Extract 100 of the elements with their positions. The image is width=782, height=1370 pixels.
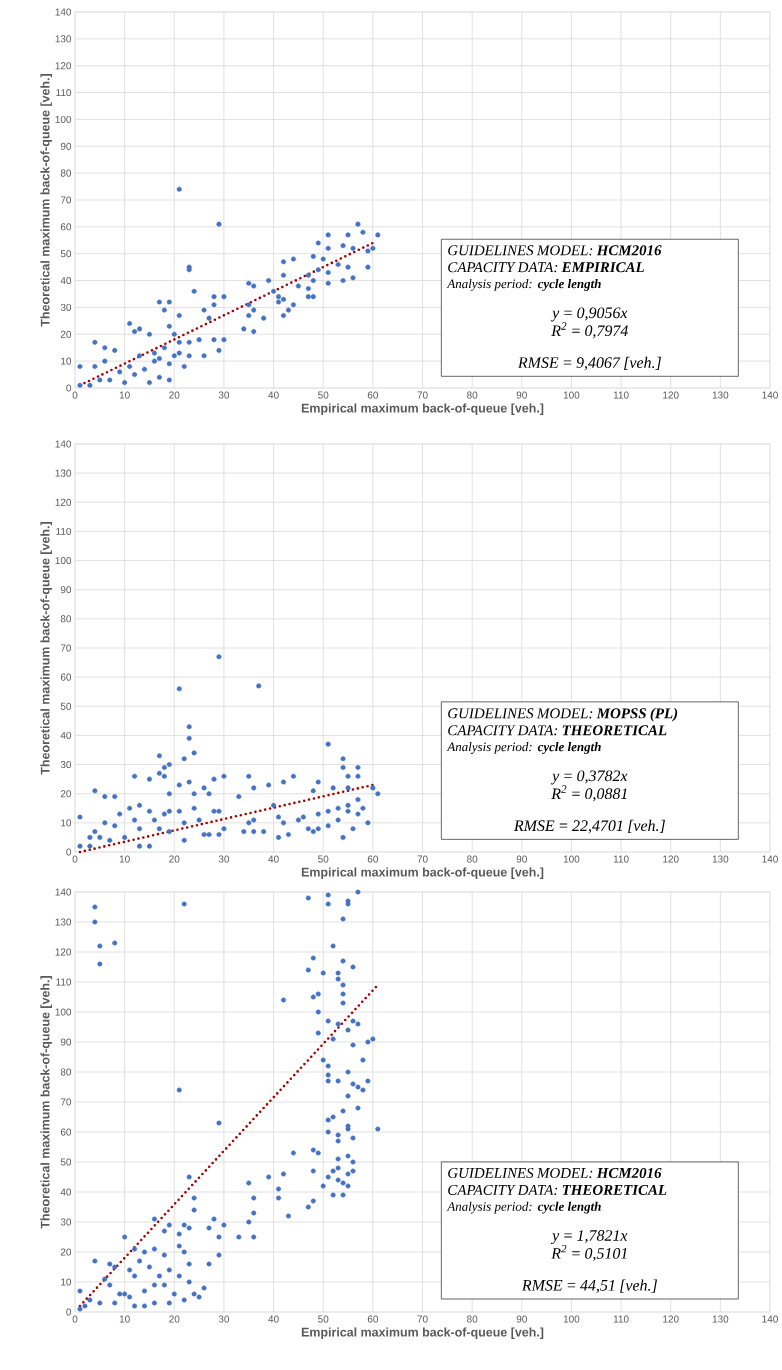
x-tick-label: 20 bbox=[169, 391, 180, 399]
x-tick-label: 10 bbox=[120, 391, 130, 399]
y-tick-label: 110 bbox=[56, 978, 72, 986]
x-tick-label: 50 bbox=[318, 1315, 329, 1323]
x-tick-label: 20 bbox=[169, 855, 180, 863]
annotation: CAPACITY DATA: THEORETICAL bbox=[448, 1184, 667, 1196]
y-tick-label: 30 bbox=[60, 1218, 72, 1226]
y-tick-label: 100 bbox=[55, 115, 72, 123]
x-tick-label: 60 bbox=[368, 855, 379, 863]
x-tick-label: 100 bbox=[564, 855, 580, 863]
annotation: R$^{2}$ = 0,5101 bbox=[551, 1244, 627, 1262]
annotation: RMSE = 22,4701 [veh.] bbox=[514, 819, 666, 834]
x-tick-label: 130 bbox=[713, 1315, 729, 1323]
y-tick-label: 90 bbox=[61, 142, 72, 150]
y-tick-label: 40 bbox=[60, 731, 72, 739]
y-tick-label: 140 bbox=[55, 888, 72, 896]
x-axis-title: Empirical maximum back-of-queue [veh.] bbox=[302, 1327, 544, 1340]
y-tick-label: 20 bbox=[61, 790, 72, 798]
x-tick-label: 0 bbox=[72, 855, 78, 863]
y-tick-label: 20 bbox=[61, 1248, 72, 1256]
x-tick-label: 10 bbox=[120, 855, 130, 863]
y-tick-label: 130 bbox=[55, 35, 72, 43]
y-tick-label: 10 bbox=[61, 357, 72, 365]
y-tick-label: 50 bbox=[60, 250, 72, 258]
y-tick-label: 40 bbox=[60, 1188, 72, 1196]
x-tick-label: 40 bbox=[268, 855, 279, 863]
x-tick-label: 50 bbox=[318, 855, 329, 863]
x-tick-label: 110 bbox=[614, 1315, 629, 1323]
y-tick-label: 50 bbox=[60, 1158, 72, 1166]
x-tick-label: 30 bbox=[218, 855, 230, 863]
x-tick-label: 130 bbox=[713, 391, 729, 399]
x-tick-label: 100 bbox=[564, 391, 580, 399]
y-tick-label: 60 bbox=[61, 673, 72, 681]
annotation: GUIDELINES MODEL: HCM2016 bbox=[448, 1167, 662, 1179]
x-tick-label: 60 bbox=[368, 1315, 379, 1323]
annotation: R$^{2}$ = 0,7974 bbox=[551, 322, 629, 339]
y-tick-label: 90 bbox=[61, 586, 72, 594]
x-tick-label: 110 bbox=[614, 855, 629, 863]
annotation: GUIDELINES MODEL: HCM2016 bbox=[448, 245, 662, 256]
annotation: y = 0,9056x bbox=[550, 307, 628, 322]
annotation: RMSE = 44,51 [veh.] bbox=[522, 1279, 658, 1293]
y-tick-label: 30 bbox=[60, 761, 72, 769]
x-tick-label: 140 bbox=[762, 855, 779, 863]
annotation: RMSE = 9,4067 [veh.] bbox=[518, 356, 662, 371]
y-tick-label: 110 bbox=[56, 527, 72, 535]
x-tick-label: 50 bbox=[318, 391, 329, 399]
x-tick-label: 20 bbox=[169, 1315, 180, 1323]
y-tick-label: 140 bbox=[55, 440, 72, 448]
x-tick-label: 70 bbox=[417, 1315, 428, 1323]
annotation: R$^{2}$ = 0,0881 bbox=[551, 785, 627, 802]
annotation: CAPACITY DATA: EMPIRICAL bbox=[448, 262, 645, 273]
y-axis-title: Theoretical maximum back-of-queue [veh.] bbox=[40, 74, 53, 327]
y-tick-label: 80 bbox=[61, 1068, 72, 1076]
x-tick-label: 10 bbox=[120, 1315, 130, 1323]
x-tick-label: 90 bbox=[516, 391, 528, 399]
y-tick-label: 90 bbox=[61, 1038, 72, 1046]
y-tick-label: 20 bbox=[61, 330, 72, 338]
x-tick-label: 80 bbox=[467, 1315, 478, 1323]
y-tick-label: 130 bbox=[55, 918, 72, 926]
x-tick-label: 60 bbox=[368, 391, 379, 399]
x-tick-label: 0 bbox=[72, 1315, 78, 1323]
x-tick-label: 90 bbox=[516, 855, 528, 863]
y-tick-label: 0 bbox=[66, 848, 72, 856]
x-axis-title: Empirical maximum back-of-queue [veh.] bbox=[302, 403, 544, 416]
y-tick-label: 80 bbox=[61, 169, 72, 177]
x-tick-label: 120 bbox=[663, 1315, 679, 1323]
x-tick-label: 30 bbox=[218, 391, 230, 399]
x-tick-label: 0 bbox=[72, 391, 78, 399]
y-axis-title: Theoretical maximum back-of-queue [veh.] bbox=[40, 522, 53, 775]
annotation: Analysis period: cycle length bbox=[446, 742, 601, 754]
y-tick-label: 100 bbox=[55, 1008, 72, 1016]
y-tick-label: 120 bbox=[55, 948, 72, 956]
y-tick-label: 0 bbox=[66, 1308, 72, 1316]
x-tick-label: 140 bbox=[762, 1315, 779, 1323]
x-tick-label: 140 bbox=[762, 391, 779, 399]
annotation: y = 1,7821x bbox=[550, 1230, 628, 1245]
y-tick-label: 110 bbox=[56, 89, 72, 97]
y-tick-label: 60 bbox=[61, 223, 72, 231]
annotation: y = 0,3782x bbox=[550, 770, 628, 785]
y-tick-label: 80 bbox=[61, 615, 72, 623]
x-tick-label: 120 bbox=[663, 855, 679, 863]
x-tick-label: 30 bbox=[218, 1315, 230, 1323]
annotation: GUIDELINES MODEL: MOPSS (PL) bbox=[448, 707, 678, 722]
y-tick-label: 70 bbox=[61, 644, 72, 652]
annotation: Analysis period: cycle length bbox=[446, 279, 601, 291]
x-tick-label: 40 bbox=[268, 1315, 279, 1323]
y-tick-label: 70 bbox=[61, 1098, 72, 1106]
y-tick-label: 10 bbox=[61, 1278, 72, 1286]
y-tick-label: 100 bbox=[55, 557, 72, 565]
x-tick-label: 40 bbox=[268, 391, 279, 399]
y-tick-label: 130 bbox=[55, 469, 72, 477]
y-tick-label: 40 bbox=[60, 277, 72, 285]
y-tick-label: 140 bbox=[55, 8, 72, 16]
x-tick-label: 70 bbox=[417, 855, 428, 863]
x-tick-label: 120 bbox=[663, 391, 679, 399]
x-tick-label: 110 bbox=[614, 391, 629, 399]
x-tick-label: 80 bbox=[467, 391, 478, 399]
x-tick-label: 80 bbox=[467, 855, 478, 863]
annotation: Analysis period: cycle length bbox=[446, 1201, 601, 1214]
x-axis-title: Empirical maximum back-of-queue [veh.] bbox=[302, 867, 544, 880]
